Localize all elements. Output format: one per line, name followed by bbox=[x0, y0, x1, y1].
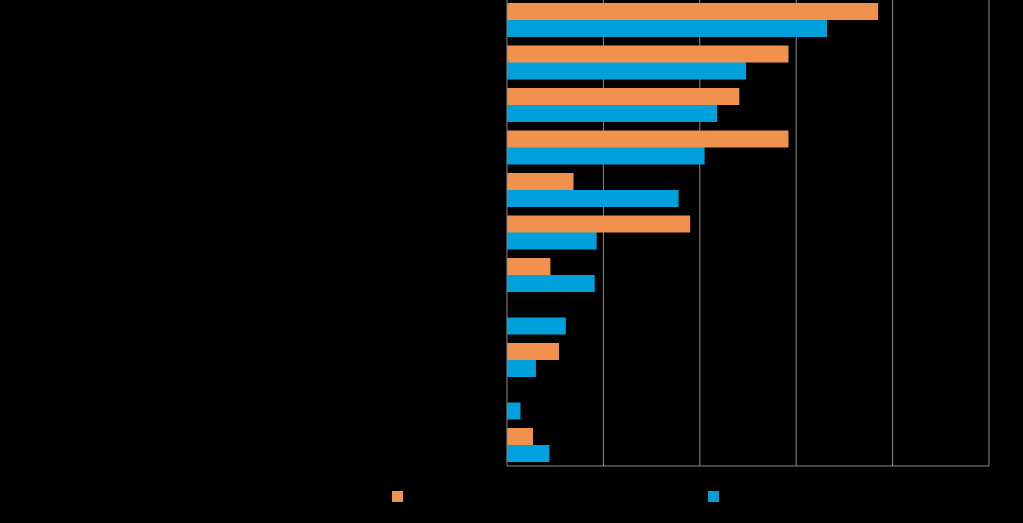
legend-swatch-series-2 bbox=[708, 491, 719, 502]
bar-series-1-category-9 bbox=[507, 343, 560, 360]
bar-series-2-category-7 bbox=[507, 275, 595, 292]
bar-series-2-category-11 bbox=[507, 445, 550, 462]
bar-series-2-category-6 bbox=[507, 232, 597, 250]
bar-series-1-category-11 bbox=[507, 428, 534, 445]
legend-swatch-series-1 bbox=[392, 491, 403, 502]
bars bbox=[507, 3, 879, 462]
axes bbox=[506, 0, 989, 467]
bar-series-1-category-1 bbox=[507, 3, 879, 20]
bar-series-2-category-9 bbox=[507, 360, 536, 377]
bar-series-1-category-6 bbox=[507, 215, 691, 233]
bar-series-1-category-5 bbox=[507, 173, 574, 190]
bar-series-2-category-1 bbox=[507, 20, 828, 37]
bar-series-2-category-5 bbox=[507, 190, 679, 207]
bar-series-1-category-4 bbox=[507, 130, 789, 148]
bar-series-2-category-2 bbox=[507, 62, 747, 80]
bar-series-2-category-3 bbox=[507, 105, 718, 122]
bar-series-2-category-10 bbox=[507, 402, 521, 420]
bar-series-2-category-8 bbox=[507, 317, 566, 335]
bar-series-1-category-2 bbox=[507, 45, 789, 63]
bar-series-2-category-4 bbox=[507, 147, 705, 165]
bar-series-1-category-7 bbox=[507, 258, 551, 275]
bar-series-1-category-3 bbox=[507, 88, 740, 105]
